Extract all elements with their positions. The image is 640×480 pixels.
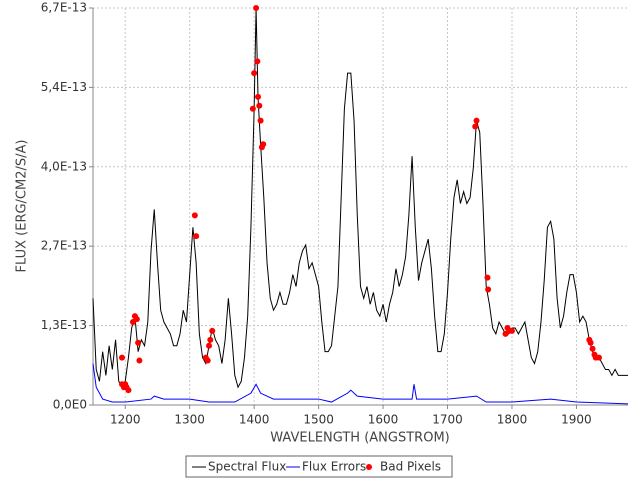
y-tick-label: 6,7E-13 (41, 1, 87, 15)
point (135, 339, 142, 346)
point (473, 117, 480, 124)
point (508, 327, 515, 334)
legend-label: Flux Errors (302, 460, 366, 474)
point (125, 387, 132, 394)
point (193, 233, 200, 240)
point (589, 345, 596, 352)
point (253, 5, 260, 11)
y-tick-label: 0,0E0 (53, 398, 87, 412)
x-tick-label: 1600 (368, 413, 399, 427)
y-axis-label: FLUX (ERG/CM2/S/A) (15, 140, 30, 273)
point (204, 357, 211, 364)
y-tick-label: 5,4E-13 (41, 80, 87, 94)
y-tick-label: 2,7E-13 (41, 239, 87, 253)
point (484, 274, 491, 281)
point (133, 316, 140, 323)
x-tick-label: 1200 (110, 413, 141, 427)
x-axis-label: WAVELENGTH (ANGSTROM) (270, 431, 449, 446)
point (209, 327, 216, 334)
y-tick-label: 1,3E-13 (41, 318, 87, 332)
point (251, 70, 258, 77)
x-tick-label: 1800 (497, 413, 528, 427)
legend (185, 455, 453, 478)
point (254, 58, 261, 65)
point (587, 339, 594, 346)
legend-label: Bad Pixels (380, 460, 441, 474)
x-tick-label: 1900 (561, 413, 592, 427)
point (255, 93, 262, 100)
x-tick-label: 1300 (174, 413, 205, 427)
point (260, 141, 267, 148)
legend-label: Spectral Flux (208, 460, 286, 474)
point (485, 286, 492, 293)
line (92, 7, 628, 389)
point (191, 212, 198, 219)
point (595, 354, 602, 361)
point (206, 342, 213, 349)
x-tick-label: 1700 (432, 413, 463, 427)
point (256, 102, 263, 109)
point (119, 354, 126, 361)
y-tick-label: 4,0E-13 (41, 159, 87, 173)
point (136, 357, 143, 364)
point (249, 105, 256, 112)
x-tick-label: 1500 (303, 413, 334, 427)
line (92, 363, 629, 405)
point (472, 123, 479, 130)
x-tick-label: 1400 (239, 413, 270, 427)
legend-swatch (366, 464, 372, 470)
point (257, 117, 264, 124)
point (207, 336, 214, 343)
